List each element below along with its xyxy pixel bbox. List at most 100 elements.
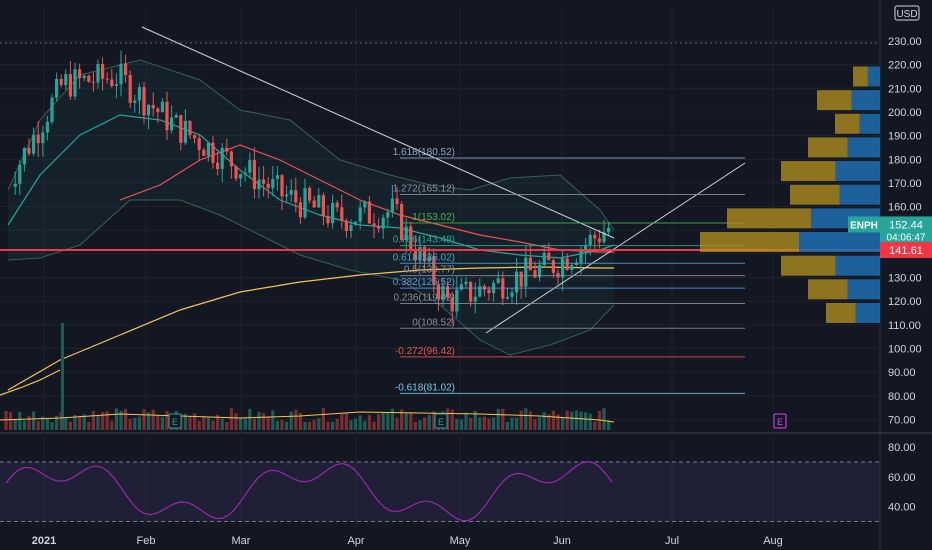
candle-body xyxy=(561,258,565,278)
candle-body xyxy=(441,286,445,300)
candle-body xyxy=(390,198,394,213)
volume-bar xyxy=(496,409,500,430)
candle-body xyxy=(331,202,335,224)
candle-body xyxy=(179,115,183,143)
candle-body xyxy=(183,121,187,143)
volume-bar xyxy=(229,408,233,430)
y-axis-tick: 170.00 xyxy=(888,178,922,190)
fib-level-label: 1.618(180.52) xyxy=(393,147,455,158)
candle-body xyxy=(211,142,215,163)
candle-body xyxy=(285,194,289,197)
candle-body xyxy=(119,63,123,85)
volume-bar xyxy=(593,421,597,430)
volume-bar xyxy=(400,409,404,430)
x-axis-tick: May xyxy=(450,535,471,547)
candle-body xyxy=(156,108,160,112)
currency-badge[interactable] xyxy=(894,5,920,21)
candle-body xyxy=(73,69,77,97)
candle-body xyxy=(82,75,86,79)
candle-body xyxy=(432,256,436,285)
volume-bar xyxy=(50,421,54,430)
volume-bar xyxy=(556,414,560,430)
candle-body xyxy=(593,234,597,239)
candle-body xyxy=(565,258,569,270)
candle-body xyxy=(367,201,371,224)
candle-body xyxy=(298,202,302,218)
volume-bar xyxy=(321,408,325,430)
candle-body xyxy=(275,175,279,179)
candle-body xyxy=(358,207,362,222)
candle-body xyxy=(487,289,491,294)
x-axis-tick: Mar xyxy=(232,535,251,547)
volume-bar xyxy=(354,418,358,430)
volume-bar xyxy=(547,414,551,430)
candle-body xyxy=(234,166,238,179)
symbol-tag xyxy=(848,216,880,233)
volume-profile-bar-sell xyxy=(700,232,799,253)
volume-profile-bar-sell xyxy=(808,137,848,158)
volume-profile-bar-sell xyxy=(826,302,856,323)
volume-bar xyxy=(542,412,546,430)
candle-body xyxy=(59,78,63,86)
volume-bar xyxy=(404,412,408,430)
moving-average-slow-tail xyxy=(0,369,61,396)
candle-body xyxy=(344,220,348,231)
volume-bar xyxy=(450,409,454,430)
candle-body xyxy=(252,160,256,190)
earnings-marker[interactable] xyxy=(168,413,182,429)
volume-bar xyxy=(9,412,13,430)
earnings-marker-label: E xyxy=(172,417,178,427)
volume-bar xyxy=(197,420,201,430)
x-axis-tick: Apr xyxy=(347,535,364,547)
earnings-marker[interactable] xyxy=(434,413,448,429)
candle-body xyxy=(68,74,72,97)
volume-bar xyxy=(294,409,298,430)
volume-bar xyxy=(413,421,417,430)
volume-bar xyxy=(446,408,450,430)
candle-body xyxy=(18,164,22,184)
volume-bar xyxy=(96,415,100,430)
candle-body xyxy=(41,132,45,144)
y-axis-tick: 210.00 xyxy=(888,83,922,95)
candle-body xyxy=(105,78,109,80)
volume-bar xyxy=(73,415,77,430)
bollinger-lower xyxy=(7,199,615,356)
fib-level-label: 0.786(143.48) xyxy=(393,235,455,246)
candle-body xyxy=(32,134,36,154)
candle-body xyxy=(423,246,427,262)
candle-body xyxy=(303,188,307,218)
candle-body xyxy=(602,232,606,243)
currency-label: USD xyxy=(896,9,917,20)
volume-bar xyxy=(492,417,496,430)
candle-body xyxy=(597,238,601,243)
volume-bar xyxy=(13,419,17,430)
earnings-marker-label: E xyxy=(438,417,444,427)
volume-bar xyxy=(464,412,468,430)
y-axis-tick: 160.00 xyxy=(888,202,922,214)
candle-body xyxy=(354,221,358,225)
earnings-marker[interactable] xyxy=(773,413,787,429)
volume-bar xyxy=(252,418,256,430)
volume-bar xyxy=(220,418,224,430)
candle-body xyxy=(22,148,26,165)
trendline-ascending xyxy=(485,162,746,334)
volume-profile-bar-sell xyxy=(727,208,812,229)
candle-body xyxy=(128,74,132,103)
volume-bar xyxy=(257,411,261,430)
volume-bar xyxy=(390,408,394,430)
candle-body xyxy=(321,195,325,216)
volume-bar xyxy=(381,412,385,430)
volume-bar xyxy=(482,416,486,430)
candle-body xyxy=(243,172,247,175)
volume-bar xyxy=(216,414,220,430)
candle-body xyxy=(114,84,118,86)
volume-bar xyxy=(78,415,82,430)
volume-profile-bar-sell xyxy=(781,255,836,276)
hline-price-tag xyxy=(880,242,932,259)
y-axis-tick: 200.00 xyxy=(888,107,922,119)
candle-body xyxy=(151,104,155,109)
candle-body xyxy=(188,121,192,136)
candle-body xyxy=(289,190,293,195)
